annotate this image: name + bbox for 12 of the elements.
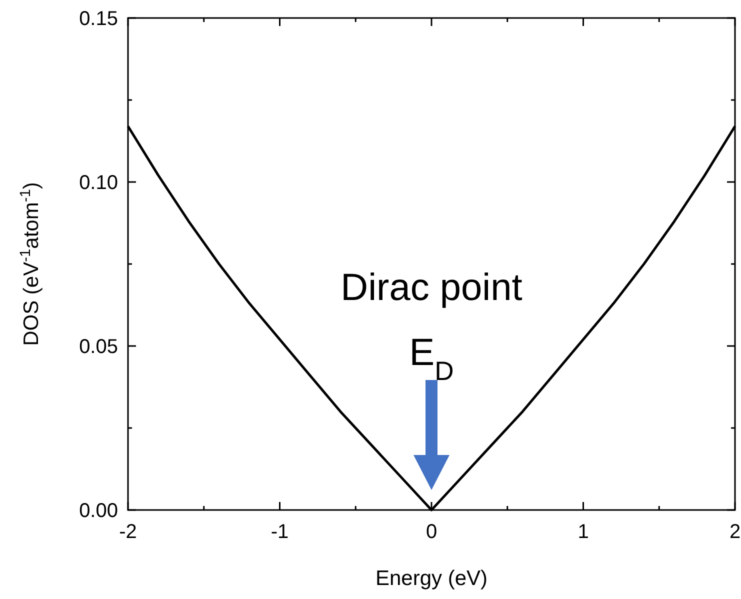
x-tick-label: -1 — [270, 521, 289, 543]
x-tick-label: 2 — [729, 521, 741, 543]
x-tick-label: 1 — [578, 521, 589, 543]
x-tick-label: 0 — [426, 521, 438, 543]
x-tick-label: -2 — [119, 521, 137, 543]
y-tick-label: 0.15 — [79, 8, 118, 30]
y-tick-label: 0.10 — [79, 172, 118, 194]
y-tick-label: 0.00 — [79, 500, 118, 522]
annotation: E$_{D}$ — [409, 332, 454, 386]
annotation: Dirac point — [340, 267, 523, 309]
x-axis-title: Energy (eV) — [375, 567, 488, 590]
y-tick-label: 0.05 — [79, 336, 118, 358]
